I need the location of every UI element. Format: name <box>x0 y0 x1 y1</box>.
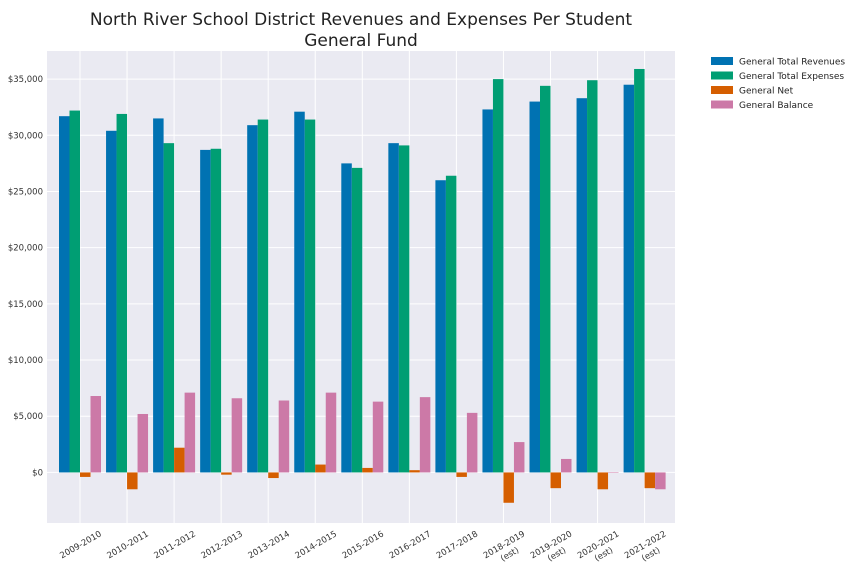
bar <box>116 113 128 473</box>
bar <box>623 84 635 473</box>
x-tick-label-line: 2015-2016 <box>341 529 386 561</box>
bar <box>90 396 101 473</box>
bar <box>587 80 598 473</box>
x-tick-label: 2020-2021(est) <box>576 529 627 570</box>
x-tick-label-line: 2012-2013 <box>200 529 245 561</box>
bar <box>341 163 352 473</box>
y-tick-label: $0 <box>32 468 43 478</box>
y-tick-label: $10,000 <box>8 356 43 366</box>
x-tick-label: 2015-2016 <box>341 529 386 561</box>
x-tick-label: 2010-2011 <box>105 529 150 561</box>
bar <box>529 101 540 473</box>
x-tick-label-line: 2009-2010 <box>58 529 103 561</box>
bar <box>351 167 363 473</box>
bar <box>513 442 525 473</box>
bar <box>419 397 431 473</box>
x-tick-label: 2021-2022(est) <box>623 529 674 570</box>
y-tick-label: $15,000 <box>8 300 43 310</box>
y-tick-label: $30,000 <box>8 131 43 141</box>
bar <box>372 401 384 473</box>
bar <box>655 472 666 490</box>
bar <box>127 472 138 490</box>
x-tick-label-line: 2013-2014 <box>247 529 292 561</box>
bar <box>456 472 467 477</box>
y-axis-ticks: $0 $5,000 $10,000 $15,000 $20,000 $25,000 $30,… <box>8 75 43 478</box>
bar <box>445 175 457 473</box>
bar <box>174 447 185 473</box>
legend-label: General Balance <box>739 101 814 111</box>
chart-subtitle: General Fund <box>304 31 418 51</box>
x-tick-label: 2014-2015 <box>294 529 339 561</box>
bar <box>294 111 305 473</box>
bar <box>362 467 373 473</box>
legend-label: General Total Expenses <box>739 72 844 82</box>
bar <box>503 472 514 503</box>
legend-label: General Total Revenues <box>739 58 845 68</box>
x-tick-label: 2019-2020(est) <box>529 529 580 570</box>
chart-title: North River School District Revenues and… <box>90 10 633 30</box>
x-tick-label-line: 2010-2011 <box>105 529 150 561</box>
bar <box>278 400 290 473</box>
bar <box>184 392 196 473</box>
bar <box>69 110 80 473</box>
x-tick-label: 2012-2013 <box>200 529 245 561</box>
bar <box>482 109 493 473</box>
bar <box>210 148 222 473</box>
x-tick-label-line: 2017-2018 <box>435 529 480 561</box>
bar <box>106 130 117 473</box>
x-tick-label: 2017-2018 <box>435 529 480 561</box>
x-tick-label-line: 2016-2017 <box>388 529 433 561</box>
x-tick-label: 2016-2017 <box>388 529 433 561</box>
bar <box>644 472 656 489</box>
bar <box>561 458 572 473</box>
bar <box>576 98 588 473</box>
x-tick-label: 2013-2014 <box>247 529 292 561</box>
bar <box>257 119 269 473</box>
x-tick-label-line: 2014-2015 <box>294 529 339 561</box>
x-tick-label: 2011-2012 <box>153 529 198 561</box>
bar <box>608 472 619 473</box>
bar <box>304 119 316 473</box>
legend-label: General Net <box>739 87 794 97</box>
bar <box>550 472 561 489</box>
bar <box>435 180 446 473</box>
y-tick-label: $25,000 <box>8 187 43 197</box>
bar <box>540 85 551 473</box>
x-axis-ticks: 2009-2010 2010-2011 2011-2012 2012-2013 2013… <box>58 529 674 570</box>
bar <box>137 413 149 473</box>
bar <box>268 472 279 479</box>
bar <box>163 143 175 473</box>
bar <box>492 79 504 473</box>
bar <box>59 116 70 473</box>
bar <box>398 145 410 473</box>
bar <box>409 470 420 473</box>
bar <box>231 398 243 473</box>
x-tick-label: 2009-2010 <box>58 529 103 561</box>
bar <box>200 149 211 473</box>
y-tick-label: $5,000 <box>13 412 43 422</box>
legend-swatch <box>711 100 733 109</box>
bar <box>153 118 164 473</box>
bar <box>221 472 232 475</box>
legend-swatch <box>711 57 733 65</box>
bar <box>247 125 258 473</box>
legend-swatch <box>711 86 733 94</box>
bar <box>634 68 645 473</box>
x-tick-label: 2018-2019(est) <box>482 529 533 570</box>
bar <box>80 472 91 477</box>
legend: General Total Revenues General Total Expe… <box>711 57 845 111</box>
bars <box>59 68 666 503</box>
x-tick-label-line: 2011-2012 <box>153 529 198 561</box>
bar <box>597 472 609 490</box>
bar <box>466 412 478 473</box>
bar <box>315 464 326 473</box>
bar <box>325 392 337 473</box>
y-tick-label: $35,000 <box>8 75 43 85</box>
y-tick-label: $20,000 <box>8 244 43 254</box>
legend-swatch <box>711 71 733 80</box>
bar <box>388 143 399 473</box>
